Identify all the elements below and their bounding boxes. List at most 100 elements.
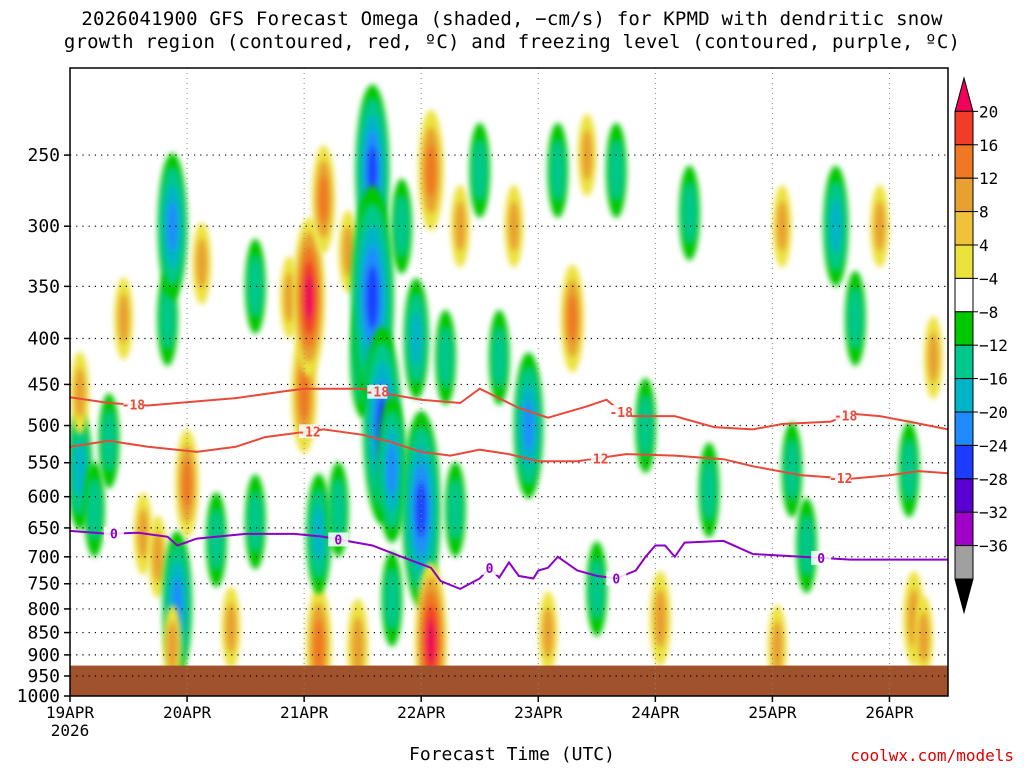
- plot-area: [70, 68, 948, 696]
- omega-cell: [450, 185, 470, 268]
- omega-cell-layer: [248, 257, 262, 316]
- omega-cell-layer: [830, 199, 842, 254]
- omega-cell-layer: [415, 481, 427, 538]
- colorbar-swatch: [954, 311, 974, 346]
- contour-label: -18: [366, 386, 390, 401]
- omega-cell-layer: [304, 274, 314, 321]
- omega-cell: [504, 185, 524, 268]
- colorbar-bottom-arrow: [954, 578, 974, 615]
- credit-link[interactable]: coolwx.com/models: [850, 746, 1014, 765]
- y-tick-label: 350: [27, 276, 60, 297]
- omega-cell-layer: [331, 480, 345, 539]
- omega-cell-layer: [117, 293, 130, 344]
- omega-cell-layer: [426, 618, 436, 665]
- x-tick-label: 20APR: [163, 703, 212, 722]
- omega-cell-layer: [508, 200, 520, 252]
- omega-cell: [698, 442, 720, 538]
- contour-label: -18: [834, 410, 858, 425]
- omega-cell: [870, 185, 890, 268]
- omega-cell: [844, 270, 866, 367]
- contour-label-bg: [606, 571, 627, 586]
- omega-cell-layer: [785, 440, 799, 500]
- omega-cell: [402, 410, 441, 609]
- y-tick-label: 700: [27, 547, 60, 568]
- y-tick-label: 850: [27, 623, 60, 644]
- omega-cell: [679, 165, 700, 261]
- omega-cell-layer: [367, 145, 378, 195]
- x-tick-sublabel: 2026: [51, 721, 90, 740]
- omega-cell-layer: [609, 141, 623, 200]
- omega-cell: [488, 309, 510, 406]
- contour-label-bg: [367, 384, 388, 399]
- omega-cell-layer: [439, 328, 452, 387]
- omega-cell: [444, 461, 466, 558]
- colorbar-label: −8: [979, 303, 998, 322]
- omega-cell-layer: [492, 328, 506, 387]
- omega-cell-layer: [800, 516, 813, 575]
- contour-label-bg: [103, 526, 124, 541]
- omega-cell-layer: [209, 510, 223, 570]
- colorbar-label: −16: [979, 370, 1008, 389]
- omega-cell: [560, 264, 584, 373]
- omega-cell-layer: [590, 559, 604, 619]
- omega-cell: [192, 222, 211, 305]
- omega-cell-layer: [523, 400, 534, 451]
- temperature-contours: -18 -18 -18 -18 -12 -12 -12 0 0 0 0 0: [70, 384, 948, 591]
- colorbar-swatch: [954, 411, 974, 446]
- omega-cell-layer: [87, 480, 101, 539]
- chart-title: 2026041900 GFS Forecast Omega (shaded, −…: [0, 8, 1024, 54]
- y-tick-label: 400: [27, 328, 60, 349]
- plot-frame: [69, 67, 949, 697]
- omega-cell-layer: [848, 289, 862, 348]
- omega-cell-layer: [395, 196, 409, 256]
- colorbar-swatch: [954, 478, 974, 513]
- omega-cell-layer: [313, 619, 325, 673]
- y-tick-label: 750: [27, 574, 60, 595]
- y-tick-label: 300: [27, 216, 60, 237]
- omega-cell: [547, 122, 569, 218]
- x-tick-label: 24APR: [631, 703, 680, 722]
- omega-cell-layer: [161, 289, 174, 348]
- y-tick-label: 450: [27, 374, 60, 395]
- omega-cell-layer: [410, 311, 422, 366]
- omega-cell: [781, 422, 803, 518]
- colorbar: 20 16 12 8 4 −4 −8 −12 −16 −20 −24 −28 −32 −36: [954, 76, 1008, 615]
- surface-ground: [70, 665, 948, 696]
- colorbar-label: −12: [979, 336, 1008, 355]
- omega-cell: [293, 217, 325, 377]
- contour-label-bg: [299, 424, 320, 439]
- colorbar-label: −4: [979, 269, 998, 288]
- omega-cell-layer: [166, 620, 179, 672]
- y-tick-label: 250: [27, 145, 60, 166]
- x-tick-label: 22APR: [397, 703, 446, 722]
- omega-cell: [381, 551, 403, 647]
- omega-cell: [914, 595, 933, 679]
- contour-label: 0: [334, 533, 342, 548]
- colorbar-top-arrow: [954, 76, 974, 112]
- contour-label: 0: [110, 528, 118, 543]
- omega-cell-layer: [473, 141, 487, 200]
- x-tick-label: 19APR: [46, 703, 95, 722]
- omega-cell-layer: [917, 611, 930, 663]
- omega-cell: [306, 473, 332, 595]
- omega-cell-layer: [385, 569, 399, 629]
- omega-cell-layer: [298, 366, 310, 420]
- x-axis-label: Forecast Time (UTC): [409, 744, 615, 765]
- x-tick-label: 26APR: [865, 703, 914, 722]
- omega-cell-layer: [639, 396, 652, 455]
- chart-title-line-1: 2026041900 GFS Forecast Omega (shaded, −…: [81, 8, 943, 30]
- contour-label: 0: [612, 573, 620, 588]
- contour-label: 0: [486, 562, 494, 577]
- omega-cell: [898, 422, 920, 518]
- omega-cell-layer: [581, 129, 593, 181]
- contour-label: -12: [585, 452, 608, 467]
- omega-cell-layer: [318, 175, 329, 224]
- colorbar-swatch: [954, 177, 974, 213]
- colorbar-swatch: [954, 277, 974, 313]
- contour-line: [70, 387, 948, 431]
- omega-cell-layer: [873, 200, 886, 252]
- omega-cell-layer: [313, 507, 325, 561]
- omega-cell-layer: [351, 616, 365, 676]
- omega-cell-layer: [342, 226, 354, 277]
